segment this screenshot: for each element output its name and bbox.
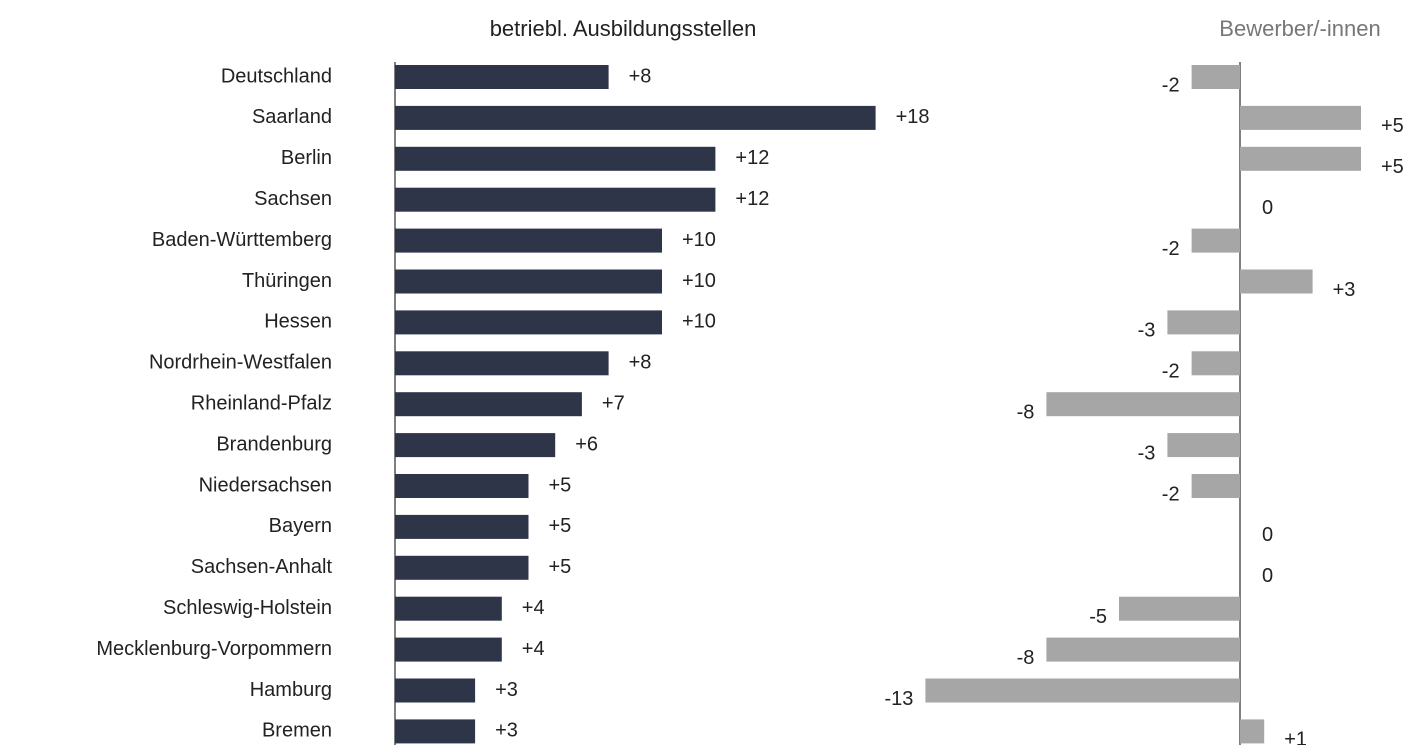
bar <box>395 637 502 662</box>
value-label: +6 <box>575 433 598 455</box>
value-label: -8 <box>1017 647 1035 669</box>
value-label: +8 <box>629 352 652 374</box>
bar <box>395 514 529 539</box>
bar <box>1046 637 1240 662</box>
value-label: +10 <box>682 311 716 333</box>
bar <box>1167 310 1240 335</box>
value-label: +10 <box>682 229 716 251</box>
category-label: Bremen <box>262 720 332 742</box>
category-label: Rheinland-Pfalz <box>191 392 332 414</box>
bar <box>1240 719 1265 744</box>
value-label: 0 <box>1262 524 1273 546</box>
panel-title: Bewerber/-innen <box>1219 16 1380 41</box>
value-label: -2 <box>1162 483 1180 505</box>
category-label: Niedersachsen <box>199 474 332 496</box>
value-label: -13 <box>884 688 913 710</box>
value-label: +5 <box>549 556 572 578</box>
bar <box>1191 228 1240 253</box>
category-label: Brandenburg <box>216 433 332 455</box>
value-label: -5 <box>1089 606 1107 628</box>
bar <box>395 392 582 417</box>
category-label: Hessen <box>264 311 332 333</box>
category-label: Deutschland <box>221 65 332 87</box>
value-label: +18 <box>896 106 930 128</box>
bar <box>925 678 1240 703</box>
bar <box>395 105 876 130</box>
category-label: Sachsen <box>254 188 332 210</box>
bar <box>1119 596 1240 621</box>
category-label: Mecklenburg-Vorpommern <box>96 638 332 660</box>
value-label: +1 <box>1284 729 1307 745</box>
bar <box>395 433 556 458</box>
value-label: -3 <box>1138 442 1156 464</box>
value-label: -2 <box>1162 361 1180 383</box>
value-label: +5 <box>1381 115 1404 137</box>
bar <box>395 719 476 744</box>
bar <box>395 187 716 212</box>
bar <box>1191 65 1240 89</box>
panel-title: betriebl. Ausbildungsstellen <box>490 16 757 41</box>
category-label: Nordrhein-Westfalen <box>149 352 332 374</box>
value-label: +12 <box>735 147 769 169</box>
bar <box>1240 269 1313 294</box>
value-label: -2 <box>1162 74 1180 96</box>
bar <box>395 146 716 171</box>
bar <box>395 310 662 335</box>
bar <box>395 678 476 703</box>
value-label: +10 <box>682 270 716 292</box>
category-label: Hamburg <box>250 679 332 701</box>
bar <box>1191 474 1240 498</box>
bar <box>395 596 502 621</box>
bar <box>395 474 529 498</box>
bar <box>395 555 529 580</box>
value-label: +3 <box>1333 279 1356 301</box>
bar <box>1167 433 1240 458</box>
bar <box>1240 105 1361 130</box>
value-label: +5 <box>1381 156 1404 178</box>
value-label: +5 <box>549 474 572 496</box>
category-label: Baden-Württemberg <box>152 229 332 251</box>
category-label: Sachsen-Anhalt <box>191 556 333 578</box>
value-label: 0 <box>1262 565 1273 587</box>
value-label: +5 <box>549 515 572 537</box>
category-label: Saarland <box>252 106 332 128</box>
value-label: -2 <box>1162 238 1180 260</box>
value-label: +7 <box>602 392 625 414</box>
bar <box>395 65 609 89</box>
bar <box>1240 146 1361 171</box>
bar <box>1191 351 1240 376</box>
category-label: Bayern <box>269 515 332 537</box>
bar <box>395 269 662 294</box>
value-label: +3 <box>495 720 518 742</box>
value-label: -3 <box>1138 320 1156 342</box>
value-label: +8 <box>629 65 652 87</box>
value-label: -8 <box>1017 401 1035 423</box>
value-label: +12 <box>735 188 769 210</box>
bar <box>1046 392 1240 417</box>
bar <box>395 228 662 253</box>
category-label: Berlin <box>281 147 332 169</box>
category-label: Thüringen <box>242 270 332 292</box>
value-label: +4 <box>522 597 545 619</box>
value-label: +4 <box>522 638 545 660</box>
category-label: Schleswig-Holstein <box>163 597 332 619</box>
value-label: 0 <box>1262 197 1273 219</box>
bar <box>395 351 609 376</box>
value-label: +3 <box>495 679 518 701</box>
